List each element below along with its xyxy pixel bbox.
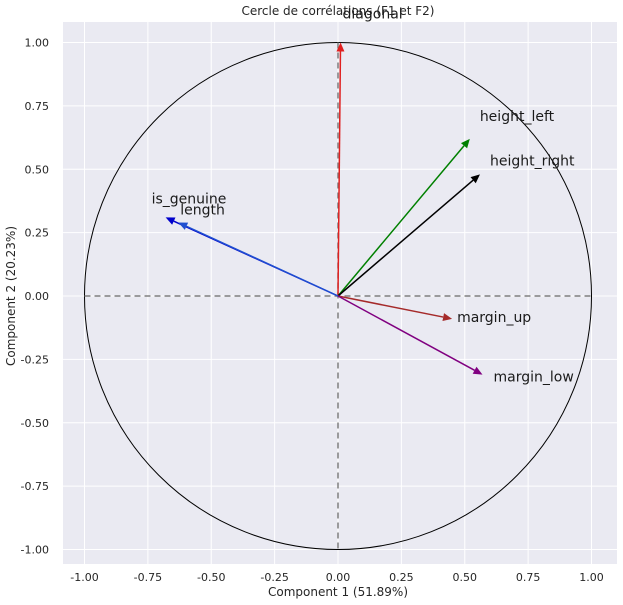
vector-arrow-height_left — [337, 145, 465, 297]
x-tick-label: -0.25 — [260, 571, 288, 584]
vector-label-diagonal: diagonal — [343, 7, 403, 23]
arrowhead-length — [178, 222, 189, 230]
vector-arrow-length — [186, 225, 339, 297]
y-tick-label: -0.25 — [21, 353, 49, 366]
y-tick-label: 0.75 — [25, 100, 50, 113]
chart-title: Cercle de corrélations (F1 et F2) — [242, 4, 435, 18]
y-tick-label: 0.50 — [25, 163, 50, 176]
y-tick-labels: 1.00 0.75 0.50 0.25 0.00 -0.25 -0.50 -0.75 -1.00 — [21, 37, 49, 557]
vector-arrow-diagonal — [337, 51, 342, 297]
x-tick-label: 0.00 — [326, 571, 351, 584]
vector-arrow-margin_up — [337, 295, 444, 318]
arrowhead-height_right — [470, 174, 480, 184]
x-axis-title: Component 1 (51.89%) — [268, 585, 408, 599]
y-tick-label: 0.25 — [25, 227, 50, 240]
vector-arrow-height_right — [337, 179, 474, 297]
y-tick-label: -1.00 — [21, 544, 49, 557]
arrowhead-diagonal — [336, 42, 345, 52]
y-tick-label: 1.00 — [25, 37, 50, 50]
vector-labels: diagonal height_left height_right is_genuin… — [152, 7, 575, 386]
x-tick-label: -1.00 — [70, 571, 98, 584]
x-tick-label: -0.75 — [134, 571, 162, 584]
vector-label-margin_low: margin_low — [493, 370, 573, 386]
y-tick-label: -0.50 — [21, 417, 49, 430]
arrowhead-margin_up — [442, 313, 453, 321]
vector-label-height_left: height_left — [480, 109, 555, 125]
arrowhead-is_genuine — [165, 217, 176, 225]
x-tick-label: 1.00 — [579, 571, 604, 584]
y-tick-label: 0.00 — [25, 290, 50, 303]
x-tick-label: 0.25 — [389, 571, 414, 584]
x-tick-label: 0.50 — [453, 571, 478, 584]
x-tick-labels: -1.00 -0.75 -0.50 -0.25 0.00 0.25 0.50 0.75 1.00 — [70, 571, 603, 584]
vector-label-length: length — [180, 202, 225, 218]
arrowhead-margin_low — [472, 366, 483, 375]
vector-arrow-margin_low — [337, 295, 475, 371]
x-tick-label: 0.75 — [516, 571, 541, 584]
y-axis-title: Component 2 (20.23%) — [4, 226, 18, 366]
y-tick-label: -0.75 — [21, 480, 49, 493]
vector-label-margin_up: margin_up — [457, 310, 531, 326]
vector-label-is_genuine: is_genuine — [152, 191, 227, 207]
vectors — [165, 42, 483, 375]
x-tick-label: -0.50 — [197, 571, 225, 584]
vector-label-height_right: height_right — [490, 153, 575, 169]
arrowhead-height_left — [460, 138, 470, 149]
